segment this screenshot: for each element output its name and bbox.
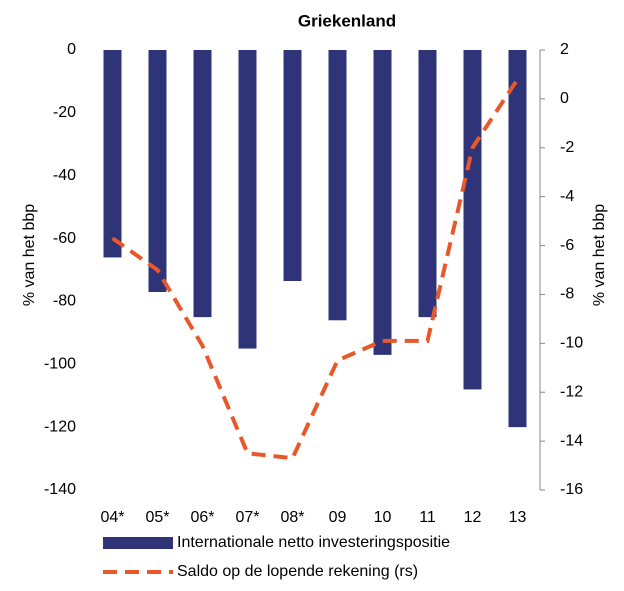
bar: [283, 50, 302, 281]
bar: [238, 50, 257, 349]
y-tick-label: -120: [44, 418, 76, 435]
bar: [328, 50, 347, 321]
legend-swatch: [103, 537, 173, 549]
legend-label: Saldo op de lopende rekening (rs): [177, 563, 418, 580]
y2-tick-label: -4: [560, 188, 574, 205]
x-tick-label: 13: [509, 509, 527, 526]
x-tick-label: 09: [329, 509, 347, 526]
y2-tick-label: -12: [560, 383, 583, 400]
legend-label: Internationale netto investeringspositie: [177, 534, 450, 551]
y-tick-label: 0: [67, 41, 76, 58]
y2-tick-label: 0: [560, 90, 569, 107]
y2-tick-label: -2: [560, 139, 574, 156]
y2-tick-label: -10: [560, 335, 583, 352]
y2-tick-label: -8: [560, 286, 574, 303]
y-tick-label: -80: [53, 293, 76, 310]
line: [111, 78, 520, 461]
y2-tick-label: -16: [560, 481, 583, 498]
y2-tick-label: -6: [560, 237, 574, 254]
x-tick-label: 05*: [145, 509, 169, 526]
y2-tick-label: -14: [560, 432, 583, 449]
bar: [103, 50, 122, 258]
y-tick-label: -40: [53, 167, 76, 184]
y-tick-label: -100: [44, 356, 76, 373]
x-tick-label: 06*: [190, 509, 214, 526]
y-tick-label: -140: [44, 481, 76, 498]
y-tick-label: -20: [53, 104, 76, 121]
x-tick-label: 10: [374, 509, 392, 526]
y-axis-label: % van het bbp: [21, 204, 38, 306]
x-tick-label: 12: [464, 509, 482, 526]
bar: [418, 50, 437, 318]
bar: [373, 50, 392, 355]
y-tick-label: -60: [53, 230, 76, 247]
y2-tick-label: 2: [560, 41, 569, 58]
x-tick-label: 04*: [100, 509, 124, 526]
bar: [508, 50, 527, 428]
bar: [148, 50, 167, 292]
x-tick-label: 11: [419, 509, 436, 526]
chart-title: Griekenland: [298, 11, 396, 30]
bar: [463, 50, 482, 390]
x-tick-label: 07*: [235, 509, 259, 526]
bar: [193, 50, 212, 318]
y2-axis-label: % van het bbp: [591, 204, 608, 306]
x-tick-label: 08*: [280, 509, 304, 526]
